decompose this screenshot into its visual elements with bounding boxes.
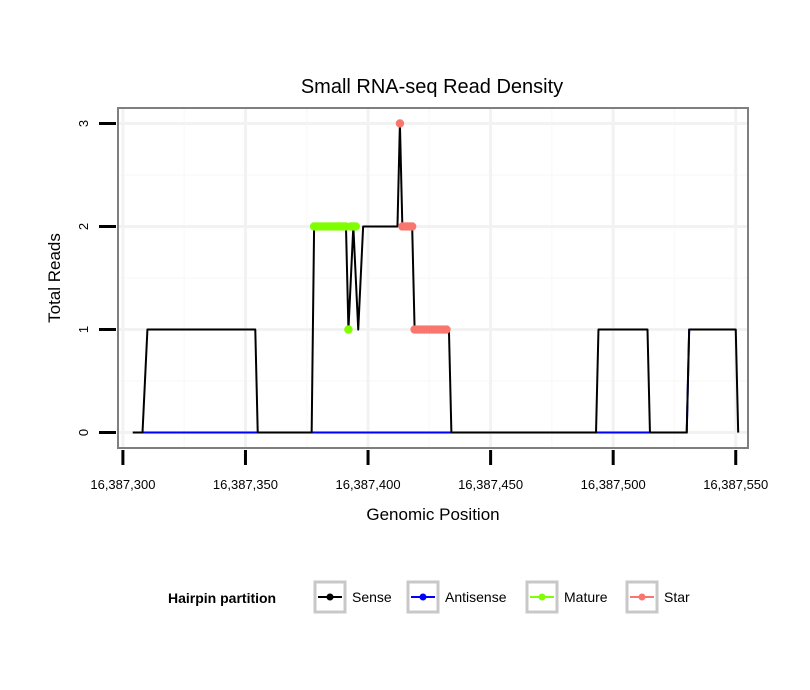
legend-key-sense <box>313 580 347 614</box>
series-star-point <box>407 222 417 231</box>
legend-label-mature: Mature <box>564 589 608 605</box>
series-star-point <box>442 325 451 334</box>
series-star <box>395 119 451 334</box>
legend-key-mature <box>525 580 559 614</box>
x-axis-title: Genomic Position <box>366 505 499 524</box>
legend-label-antisense: Antisense <box>445 589 507 605</box>
y-axis-ticks: 0 1 2 3 <box>76 120 116 436</box>
y-tick-label: 2 <box>76 223 91 230</box>
y-tick-label: 3 <box>76 120 91 127</box>
chart-title: Small RNA-seq Read Density <box>301 76 563 98</box>
y-axis-title: Total Reads <box>45 233 64 323</box>
legend: Hairpin partition Sense Antisense Mature St… <box>168 580 690 614</box>
legend-key-dot <box>538 593 546 601</box>
series-mature <box>309 222 360 334</box>
x-tick-label: 16,387,450 <box>458 477 523 492</box>
y-tick-label: 0 <box>76 429 91 436</box>
x-tick-label: 16,387,400 <box>335 477 400 492</box>
series-mature-point <box>351 222 360 231</box>
x-axis-ticks: 16,387,300 16,387,350 16,387,400 16,387,450… <box>90 450 768 492</box>
legend-key-dot <box>326 593 334 601</box>
legend-key-dot <box>638 593 646 601</box>
x-tick-label: 16,387,550 <box>703 477 768 492</box>
x-tick-label: 16,387,350 <box>213 477 278 492</box>
legend-key-antisense <box>406 580 440 614</box>
minor-gridlines <box>118 108 748 448</box>
series-star-point <box>395 119 405 128</box>
plot-border <box>117 107 749 449</box>
y-tick-label: 1 <box>76 326 91 333</box>
series-layer <box>132 119 740 434</box>
x-tick-label: 16,387,300 <box>90 477 155 492</box>
series-mature-point <box>344 325 353 334</box>
legend-title: Hairpin partition <box>168 590 276 606</box>
legend-label-star: Star <box>664 589 690 605</box>
legend-key-star <box>625 580 659 614</box>
legend-label-sense: Sense <box>352 589 392 605</box>
legend-key-dot <box>419 593 427 601</box>
x-tick-label: 16,387,500 <box>581 477 646 492</box>
